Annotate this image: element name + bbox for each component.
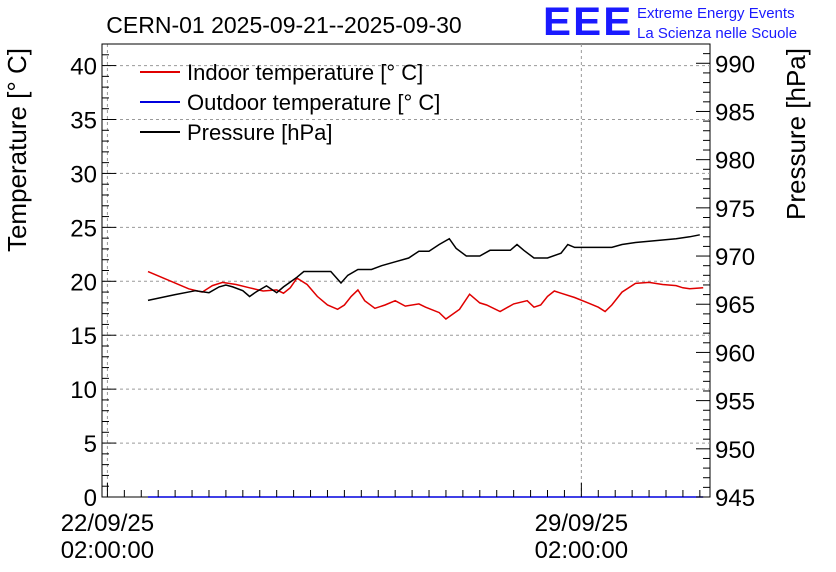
legend-label-1: Indoor temperature [° C] [187,60,423,85]
x-tick-date: 22/09/25 [61,510,154,537]
y2-tick-label: 955 [715,389,755,416]
legend-label-2: Outdoor temperature [° C] [187,90,440,115]
x-tick-time: 02:00:00 [535,537,628,564]
x-tick-date: 29/09/25 [535,510,628,537]
y2-tick-label: 970 [715,244,755,271]
y-axis-label: Temperature [° C] [2,48,32,252]
y-tick-label: 25 [70,215,97,242]
y-tick-label: 30 [70,161,97,188]
y2-tick-label: 960 [715,340,755,367]
y2-tick-label: 950 [715,437,755,464]
y-tick-label: 20 [70,269,97,296]
y-tick-label: 10 [70,377,97,404]
y2-tick-label: 965 [715,292,755,319]
y-tick-label: 15 [70,323,97,350]
series-layer [147,234,704,498]
y2-tick-label: 985 [715,99,755,126]
y-tick-label: 0 [84,485,97,512]
y-tick-label: 35 [70,108,97,135]
y2-tick-label: 975 [715,196,755,223]
series-line-1 [147,270,704,320]
y-tick-label: 5 [84,431,97,458]
brand-mark: EEE [543,0,634,44]
x-tick-time: 02:00:00 [61,537,154,564]
chart-title: CERN-01 2025-09-21--2025-09-30 [106,12,461,38]
brand-line-2: La Scienza nelle Scuole [637,25,798,42]
y2-tick-label: 990 [715,51,755,78]
y2-tick-label: 945 [715,485,755,512]
y2-axis-label: Pressure [hPa] [781,48,811,220]
grid-lines [102,44,710,497]
y-tick-label: 40 [70,54,97,81]
legend-label-3: Pressure [hPa] [187,120,333,145]
series-line-3 [147,234,700,302]
axes-layer: 0 5 10 15 20 25 30 35 40 945 950 955 960 965 970 975 980… [61,43,755,564]
brand-line-1: Extreme Energy Events [637,5,795,22]
legend: Indoor temperature [° C] Outdoor temperat… [140,60,440,145]
y2-tick-label: 980 [715,148,755,175]
eee-brand-logo: EEE Extreme Energy Events La Scienza nel… [543,2,833,44]
